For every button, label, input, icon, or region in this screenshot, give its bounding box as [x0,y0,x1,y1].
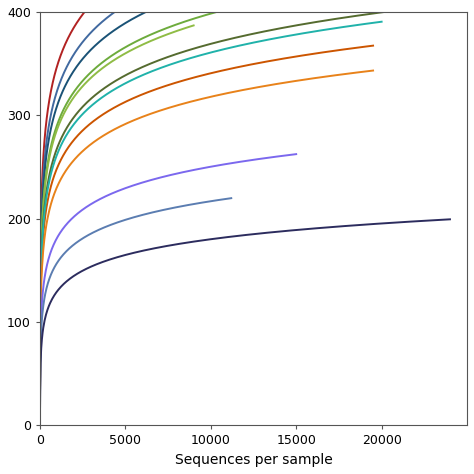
X-axis label: Sequences per sample: Sequences per sample [174,453,332,467]
